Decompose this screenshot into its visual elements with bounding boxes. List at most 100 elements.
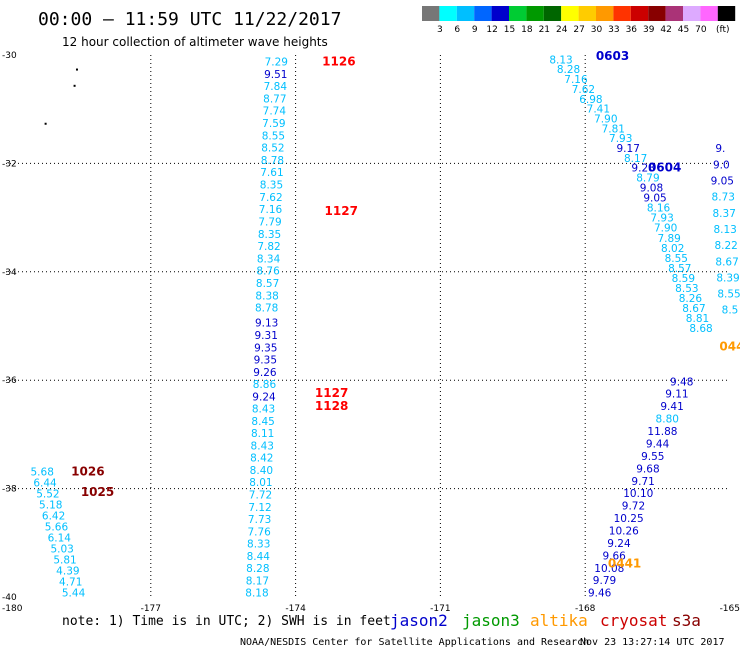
wave-height-value: 7.79 [258, 216, 281, 228]
wave-height-value: 10.10 [623, 488, 653, 500]
colorbar-swatch [561, 6, 579, 21]
wave-height-value: 7.62 [259, 192, 282, 204]
wave-height-value: 9.79 [593, 575, 616, 587]
colorbar-swatch [578, 6, 596, 21]
y-tick-label: -40 [2, 593, 17, 603]
satellite-legend-item: cryosat [600, 611, 667, 630]
wave-height-value: 5.81 [53, 555, 76, 567]
colorbar-tick-label: 18 [521, 25, 533, 35]
colorbar-swatch [596, 6, 614, 21]
wave-height-value: 8.01 [249, 477, 272, 489]
colorbar-swatch [439, 6, 457, 21]
wave-height-value: 8.59 [672, 273, 695, 285]
wave-height-value: 8.43 [251, 440, 274, 452]
colorbar-tick-label: 36 [626, 25, 638, 35]
wave-height-value: 7.16 [259, 204, 283, 216]
wave-height-value: 5.52 [36, 488, 59, 500]
colorbar-swatch [683, 6, 701, 21]
wave-height-value: 7.93 [609, 133, 632, 145]
wave-height-value: 7.93 [650, 213, 673, 225]
wave-height-value: 8.67 [715, 256, 738, 268]
wave-height-value: 9.05 [643, 193, 666, 205]
colorbar-tick-label: 33 [608, 25, 619, 35]
wave-height-value: 8.26 [679, 293, 703, 305]
wave-height-value: 8.28 [246, 563, 269, 575]
wave-height-value: 9.28 [631, 163, 654, 175]
chart-subtitle: 12 hour collection of altimeter wave hei… [62, 35, 328, 49]
x-tick-label: -177 [141, 604, 161, 614]
colorbar-tick-label: 39 [643, 25, 655, 35]
wave-height-value: 10.08 [594, 563, 624, 575]
wave-height-value: 9.35 [254, 355, 277, 367]
wave-height-value: 7.90 [594, 113, 617, 125]
x-tick-label: -165 [720, 604, 740, 614]
colorbar-swatch [509, 6, 527, 21]
colorbar-tick-label: 9 [472, 25, 478, 35]
wave-height-value: 9.55 [641, 451, 664, 463]
wave-height-value: 7.59 [262, 118, 285, 130]
footer-note: note: 1) Time is in UTC; 2) SWH is in fe… [62, 614, 391, 629]
wave-height-value: 10.25 [614, 513, 644, 525]
wave-height-value: 8.57 [668, 263, 691, 275]
colorbar-tick-label: 42 [660, 25, 671, 35]
wave-height-value: 9.11 [665, 389, 688, 401]
wave-height-value: 9.68 [636, 463, 659, 475]
x-tick-label: -174 [285, 604, 306, 614]
wave-height-value: 8.76 [256, 266, 280, 278]
wave-height-value: 8.40 [250, 465, 273, 477]
grid-lines [6, 55, 730, 597]
colorbar-tick-label: 6 [454, 25, 460, 35]
wave-height-value: 8.33 [247, 539, 270, 551]
wave-height-value: 8.39 [716, 272, 739, 284]
wave-height-value: 9.0 [713, 159, 730, 171]
wave-height-value: 8.38 [255, 290, 278, 302]
footer-credit: NOAA/NESDIS Center for Satellite Applica… [240, 637, 589, 648]
colorbar-swatch [717, 6, 736, 21]
wave-height-value: 7.74 [263, 106, 287, 118]
wave-height-value: 8.02 [661, 243, 684, 255]
y-tick-label: -30 [2, 51, 17, 61]
wave-height-value: 8.13 [549, 54, 572, 66]
wave-height-value: 8.43 [252, 404, 275, 416]
wave-height-value: 9.46 [588, 588, 612, 600]
wave-height-value: 9.31 [255, 330, 278, 342]
time-label: 0441 [719, 340, 740, 354]
wave-height-value: 9.72 [622, 501, 645, 513]
wave-height-value: 6.14 [48, 532, 72, 544]
wave-height-value: 8.42 [250, 453, 273, 465]
time-label: 0603 [596, 49, 629, 63]
colorbar-tick-label: 12 [486, 25, 497, 35]
wave-height-value: 8.35 [260, 180, 283, 192]
wave-height-value: 7.76 [247, 526, 271, 538]
colorbar-tick-label: 45 [678, 25, 689, 35]
wave-height-value: 8.52 [261, 143, 284, 155]
wave-height-value: 7.82 [257, 241, 280, 253]
satellite-legend-item: jason2 [390, 611, 448, 630]
wave-height-value: 6.98 [579, 94, 602, 106]
wave-height-value: 8.22 [714, 240, 737, 252]
wave-height-value: 5.44 [62, 588, 86, 600]
colorbar-tick-label: 27 [573, 25, 584, 35]
wave-height-value: 7.12 [248, 502, 271, 514]
footer-generated: Nov 23 13:27:14 UTC 2017 [580, 637, 725, 648]
x-tick-label: -171 [430, 604, 450, 614]
wave-height-value: 8.16 [647, 203, 671, 215]
colorbar-swatch [474, 6, 492, 21]
wave-height-value: 5.68 [31, 466, 54, 478]
wave-height-value: 8.5 [722, 305, 739, 317]
wave-height-value: 8.17 [246, 575, 269, 587]
y-tick-label: -34 [2, 268, 17, 278]
y-tick-label: -32 [2, 159, 17, 169]
time-label: 0604 [648, 161, 681, 175]
colorbar-tick-label: 21 [539, 25, 550, 35]
wave-height-value: 9.41 [660, 401, 683, 413]
wave-height-value: 8.73 [712, 192, 735, 204]
time-label: 0441 [608, 556, 641, 570]
wave-height-value: 8.67 [682, 303, 705, 315]
wave-height-value: 5.66 [45, 521, 69, 533]
wave-height-value: 9.08 [640, 183, 663, 195]
time-label: 1025 [81, 485, 114, 499]
wave-height-value: 9.17 [617, 143, 640, 155]
wave-height-value: 9.51 [264, 69, 287, 81]
